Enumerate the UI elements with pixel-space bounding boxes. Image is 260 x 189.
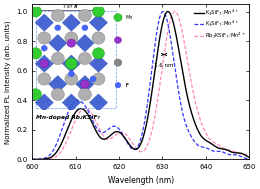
Text: 1.6 nm: 1.6 nm bbox=[154, 63, 174, 68]
Y-axis label: Normalized PL Intensity (arb. units): Normalized PL Intensity (arb. units) bbox=[4, 20, 11, 144]
X-axis label: Wavelength (nm): Wavelength (nm) bbox=[108, 176, 174, 185]
Legend: K$_3$SiF$_7$:Mn$^{4+}$, K$_3$SiF$_7$:Mn$^{4+}$, Rb$_2$KSiF$_7$:Mn$^{4+}$: K$_3$SiF$_7$:Mn$^{4+}$, K$_3$SiF$_7$:Mn$… bbox=[194, 7, 246, 41]
